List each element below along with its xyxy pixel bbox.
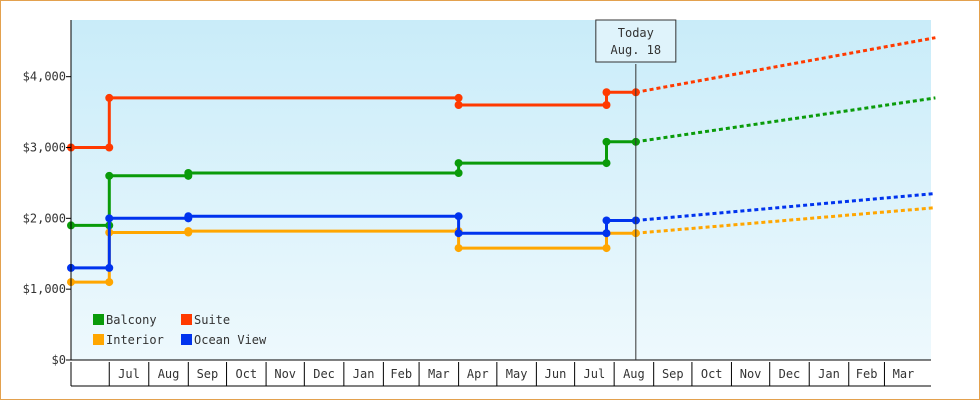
x-tick-label: Jun xyxy=(545,367,567,381)
axis-layer: $0 $1,000 $2,000 $3,000 $4,000 Jul Aug Sep Oct No… xyxy=(23,20,931,387)
data-point xyxy=(105,171,114,180)
legend-label: Interior xyxy=(106,333,164,347)
data-point xyxy=(602,244,611,253)
legend-swatch xyxy=(93,334,104,345)
today-date: Aug. 18 xyxy=(611,43,662,57)
y-tick-label: $4,000 xyxy=(23,70,66,84)
x-tick-label: Sep xyxy=(197,367,219,381)
data-point xyxy=(105,143,114,152)
x-tick-label: May xyxy=(506,367,528,381)
series-line-balcony xyxy=(71,140,636,227)
forecast-line-suite xyxy=(635,36,936,94)
legend-item-suite: Suite xyxy=(181,313,230,327)
data-point xyxy=(105,214,114,223)
legend-item-balcony: Balcony xyxy=(93,313,157,327)
y-tick-label: $3,000 xyxy=(23,141,66,155)
x-tick-label: Feb xyxy=(856,367,878,381)
x-tick-label: Jan xyxy=(818,367,840,381)
x-tick-label: Aug xyxy=(158,367,180,381)
series-line-ocean-view xyxy=(71,214,636,270)
forecast-line-ocean-view xyxy=(635,192,936,222)
legend: Balcony Suite Interior Ocean View xyxy=(93,313,267,347)
x-tick-label: Oct xyxy=(701,367,723,381)
x-tick-label: Dec xyxy=(313,367,335,381)
forecast-line-balcony xyxy=(635,96,936,144)
x-tick-label: Oct xyxy=(235,367,257,381)
y-tick-label: $1,000 xyxy=(23,282,66,296)
series-layer xyxy=(67,36,936,287)
legend-swatch xyxy=(181,314,192,325)
data-point xyxy=(105,278,114,287)
data-point xyxy=(454,93,463,102)
data-point xyxy=(184,227,193,236)
data-point xyxy=(184,212,193,221)
x-tick-label: Aug xyxy=(623,367,645,381)
forecast-line-interior xyxy=(635,206,936,235)
data-point xyxy=(454,101,463,109)
y-tick-label: $0 xyxy=(52,353,66,367)
today-box xyxy=(595,19,677,63)
data-point xyxy=(454,212,463,221)
data-point xyxy=(602,159,611,168)
plot-area xyxy=(71,20,931,360)
x-tick-label: Apr xyxy=(467,367,489,381)
data-point xyxy=(454,244,463,253)
data-point xyxy=(602,101,611,109)
data-point xyxy=(184,169,193,177)
x-tick-label: Nov xyxy=(274,367,296,381)
x-tick-label: Dec xyxy=(779,367,801,381)
legend-label: Balcony xyxy=(106,313,157,327)
series-balcony xyxy=(67,96,936,230)
today-label: Today xyxy=(618,26,654,40)
data-point xyxy=(454,169,463,177)
data-point xyxy=(602,229,611,238)
data-point xyxy=(454,159,463,168)
x-tick-label: Jul xyxy=(584,367,606,381)
today-marker: Today Aug. 18 xyxy=(595,19,677,360)
series-ocean-view xyxy=(67,192,936,272)
x-tick-label: Nov xyxy=(740,367,762,381)
x-tick-label: Jan xyxy=(353,367,375,381)
data-point xyxy=(105,263,114,272)
legend-swatch xyxy=(93,314,104,325)
data-point xyxy=(602,88,611,97)
legend-swatch xyxy=(181,334,192,345)
x-tick-label: Jul xyxy=(118,367,140,381)
x-tick-label: Sep xyxy=(662,367,684,381)
data-point xyxy=(602,137,611,146)
x-tick-label: Feb xyxy=(390,367,412,381)
legend-item-ocean-view: Ocean View xyxy=(181,333,267,347)
y-tick-label: $2,000 xyxy=(23,211,66,225)
legend-label: Suite xyxy=(194,313,230,327)
x-tick-label: Mar xyxy=(428,367,450,381)
legend-item-interior: Interior xyxy=(93,333,164,347)
data-point xyxy=(454,229,463,238)
legend-label: Ocean View xyxy=(194,333,267,347)
x-tick-label: Mar xyxy=(893,367,915,381)
data-point xyxy=(105,93,114,102)
data-point xyxy=(602,216,611,225)
